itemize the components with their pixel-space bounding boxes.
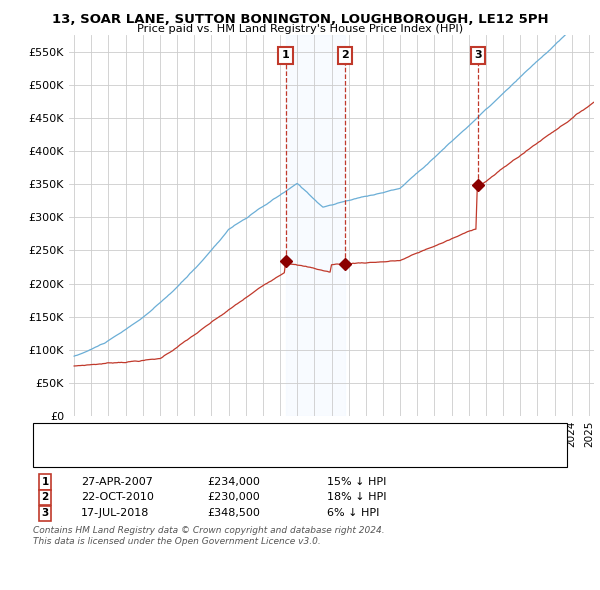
Text: 18% ↓ HPI: 18% ↓ HPI <box>327 493 386 502</box>
Text: 2: 2 <box>341 50 349 60</box>
Text: Price paid vs. HM Land Registry's House Price Index (HPI): Price paid vs. HM Land Registry's House … <box>137 24 463 34</box>
Text: 6% ↓ HPI: 6% ↓ HPI <box>327 509 379 518</box>
Text: £234,000: £234,000 <box>207 477 260 487</box>
Text: 27-APR-2007: 27-APR-2007 <box>81 477 153 487</box>
Bar <box>286 35 345 416</box>
Text: HPI: Average price, detached house, Rushcliffe: HPI: Average price, detached house, Rush… <box>69 454 302 464</box>
Text: 22-OCT-2010: 22-OCT-2010 <box>81 493 154 502</box>
Text: £348,500: £348,500 <box>207 509 260 518</box>
Text: £230,000: £230,000 <box>207 493 260 502</box>
Text: 1: 1 <box>41 477 49 487</box>
Text: 3: 3 <box>474 50 482 60</box>
Text: 13, SOAR LANE, SUTTON BONINGTON, LOUGHBOROUGH, LE12 5PH (detached house): 13, SOAR LANE, SUTTON BONINGTON, LOUGHBO… <box>69 441 494 450</box>
Text: 3: 3 <box>41 509 49 518</box>
Text: 17-JUL-2018: 17-JUL-2018 <box>81 509 149 518</box>
Text: ——: —— <box>45 439 70 452</box>
Text: 1: 1 <box>281 50 289 60</box>
Text: 13, SOAR LANE, SUTTON BONINGTON, LOUGHBOROUGH, LE12 5PH: 13, SOAR LANE, SUTTON BONINGTON, LOUGHBO… <box>52 13 548 26</box>
Text: 15% ↓ HPI: 15% ↓ HPI <box>327 477 386 487</box>
Text: 2: 2 <box>41 493 49 502</box>
Text: Contains HM Land Registry data © Crown copyright and database right 2024.
This d: Contains HM Land Registry data © Crown c… <box>33 526 385 546</box>
Text: ——: —— <box>45 453 70 466</box>
